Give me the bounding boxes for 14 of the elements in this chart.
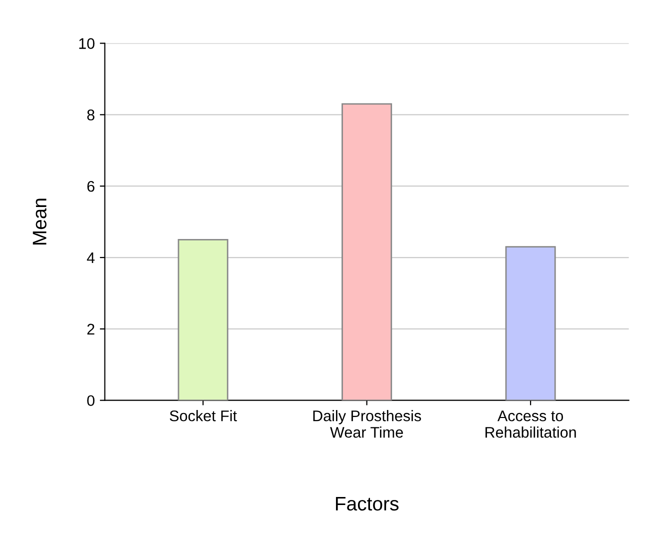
bar — [505, 246, 556, 400]
y-tick-label: 10 — [79, 38, 94, 49]
y-tick-label: 2 — [87, 324, 94, 334]
bar — [178, 238, 228, 400]
x-tick-label: Daily Prosthesis Wear Time — [313, 410, 422, 438]
x-axis-title: Factors — [336, 497, 399, 511]
y-axis-title: Mean — [32, 198, 46, 245]
x-tick-label: Socket Fit — [170, 410, 237, 422]
y-tick-label: 0 — [87, 395, 94, 406]
y-tick-label: 6 — [87, 180, 94, 192]
x-tick-label: Access to Rehabilitation — [486, 410, 576, 438]
y-tick-label: 8 — [87, 110, 94, 120]
y-tick-label: 4 — [86, 252, 95, 264]
bar — [342, 103, 392, 400]
